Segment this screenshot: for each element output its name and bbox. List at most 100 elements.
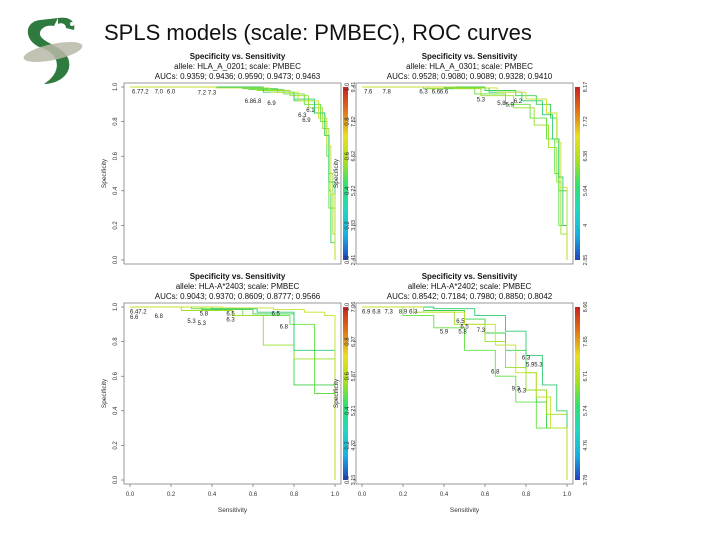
colorbar-tick-label: 4.76 <box>583 440 589 451</box>
point-label: 7.3 <box>477 328 486 334</box>
roc-curve-5 <box>130 86 336 260</box>
point-label: 6.6 <box>440 90 449 96</box>
colorbar-tick-label: 8.66 <box>583 302 589 313</box>
y-tick-label: 0.2 <box>345 221 351 230</box>
point-label: 6.8 <box>155 314 164 320</box>
colorbar-tick-label: 8.17 <box>583 82 589 93</box>
point-label: 7.0 <box>155 90 164 96</box>
point-label: 6.3 <box>522 355 531 361</box>
point-label: 9.3 <box>512 387 521 393</box>
x-tick-label: 0.0 <box>126 492 135 498</box>
colorbar-tick-label: 4 <box>583 224 589 227</box>
point-label: 5.8 <box>200 311 209 317</box>
y-tick-label: 1.0 <box>113 302 119 311</box>
slide-title: SPLS models (scale: PMBEC), ROC curves <box>104 20 532 45</box>
x-tick-label: 0.8 <box>522 492 531 498</box>
y-tick-label: 0.2 <box>113 221 119 230</box>
x-tick-label: 1.0 <box>563 492 572 498</box>
point-label: 7.8 <box>383 90 392 96</box>
y-tick-label: 0.4 <box>113 406 119 415</box>
roc-curve-2 <box>130 306 336 480</box>
panel-title: Specificity vs. Sensitivity <box>190 52 286 61</box>
point-label: 6.3 <box>419 90 428 96</box>
point-label: 6.1 <box>306 108 315 114</box>
x-tick-label: 0.8 <box>290 492 299 498</box>
point-label: 5.8 <box>497 101 506 107</box>
x-tick-label: 0.0 <box>358 492 367 498</box>
plot-frame <box>355 82 574 265</box>
y-axis-title: Specificity <box>101 158 108 188</box>
roc-curve-5 <box>362 306 568 480</box>
point-label: 6.9 <box>267 101 276 107</box>
point-label: 6.3 <box>226 317 235 323</box>
roc-curve-3 <box>362 86 568 260</box>
roc-curve-4 <box>362 306 568 480</box>
point-label: 7.2 <box>138 310 147 316</box>
point-label: 7.2 <box>140 90 149 96</box>
panel-subtitle: allele: HLA_A_0301; scale: PMBEC <box>406 62 533 71</box>
y-tick-label: 1.0 <box>345 302 351 311</box>
y-tick-label: 0.8 <box>113 117 119 126</box>
roc-curve-3 <box>130 306 336 480</box>
panel-title: Specificity vs. Sensitivity <box>422 272 518 281</box>
y-tick-label: 0.2 <box>345 441 351 450</box>
plot-frame <box>355 302 574 485</box>
y-tick-label: 0.0 <box>345 475 351 484</box>
point-label: 6.8 <box>245 99 254 105</box>
y-tick-label: 0.6 <box>113 371 119 380</box>
y-axis-title: Specificity <box>101 378 108 408</box>
x-tick-label: 0.6 <box>481 492 490 498</box>
point-label: 6.8 <box>280 324 289 330</box>
point-label: 7.2 <box>198 90 207 96</box>
point-label: 6.5 <box>456 319 465 325</box>
point-label: 6.7 <box>132 90 141 96</box>
y-axis-title: Specificity <box>333 378 340 408</box>
point-label: 5.9 <box>526 362 535 368</box>
y-tick-label: 0.6 <box>113 151 119 160</box>
roc-curve-2 <box>362 306 568 480</box>
x-axis-title: Sensitivity <box>218 507 248 514</box>
y-tick-label: 0.2 <box>113 441 119 450</box>
roc-curve-1 <box>362 86 568 260</box>
colorbar-tick-label: 5.74 <box>583 405 589 416</box>
logo-icon <box>23 17 83 84</box>
x-tick-label: 0.4 <box>440 492 449 498</box>
point-label: 6.3 <box>409 310 418 316</box>
colorbar <box>575 307 580 480</box>
point-label: 7.6 <box>364 90 373 96</box>
colorbar <box>575 87 580 260</box>
point-label: 6.5 <box>226 311 235 317</box>
y-tick-label: 0.0 <box>113 475 119 484</box>
plot-frame <box>123 302 342 485</box>
panel-aucs: AUCs: 0.9359; 0.9436; 0.9590; 0.9473; 0.… <box>155 72 321 81</box>
y-tick-label: 0.6 <box>345 371 351 380</box>
y-tick-label: 0.4 <box>345 186 351 195</box>
y-tick-label: 0.6 <box>345 151 351 160</box>
point-label: 6.3 <box>298 113 307 119</box>
x-tick-label: 0.6 <box>249 492 258 498</box>
colorbar-tick-label: 6.38 <box>583 151 589 162</box>
roc-curve-5 <box>362 86 568 260</box>
colorbar-tick-label: 7.72 <box>583 116 589 127</box>
point-label: 6.5 <box>271 311 280 317</box>
colorbar <box>343 87 348 260</box>
plot-frame <box>123 82 342 265</box>
point-label: 6.6 <box>432 90 441 96</box>
colorbar-tick-label: 5.04 <box>583 185 589 196</box>
point-label: 6.9 <box>302 118 311 124</box>
roc-curve-5 <box>130 306 336 480</box>
point-label: 5.3 <box>187 319 196 325</box>
point-label: 6.2 <box>514 99 523 105</box>
x-tick-label: 1.0 <box>331 492 340 498</box>
colorbar-tick-label: 7.85 <box>583 336 589 347</box>
y-tick-label: 0.0 <box>113 255 119 264</box>
x-tick-label: 0.4 <box>208 492 217 498</box>
y-tick-label: 0.4 <box>345 406 351 415</box>
x-tick-label: 0.2 <box>167 492 176 498</box>
panel-aucs: AUCs: 0.9043; 0.9370; 0.8609; 0.8777; 0.… <box>155 292 321 301</box>
panel-aucs: AUCs: 0.9528; 0.9080; 0.9089; 0.9328; 0.… <box>387 72 553 81</box>
